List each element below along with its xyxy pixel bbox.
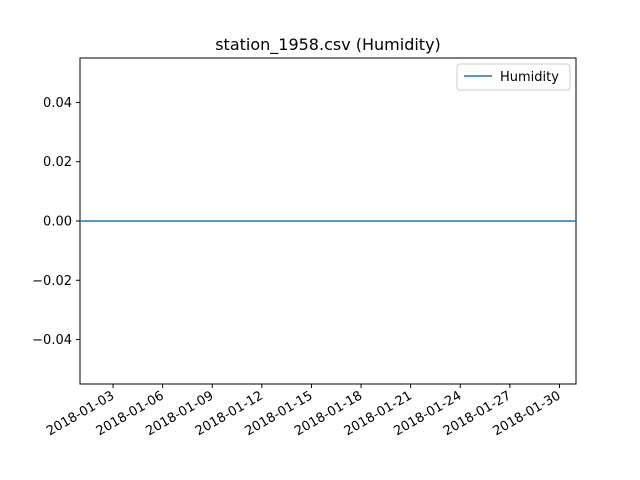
- y-tick-label: −0.04: [32, 333, 72, 348]
- legend: Humidity: [456, 63, 571, 91]
- chart-title: station_1958.csv (Humidity): [215, 35, 441, 55]
- y-tick-label: 0.00: [43, 215, 72, 230]
- y-tick-label: −0.02: [32, 274, 72, 289]
- y-tick-label: 0.04: [43, 96, 72, 111]
- y-tick-label: 0.02: [43, 155, 72, 170]
- legend-box: [456, 63, 571, 91]
- legend-label-humidity: Humidity: [500, 70, 559, 85]
- y-axis: 0.04 0.02 0.00 −0.02 −0.04: [32, 96, 80, 348]
- x-axis: 2018-01-032018-01-062018-01-092018-01-12…: [44, 384, 563, 439]
